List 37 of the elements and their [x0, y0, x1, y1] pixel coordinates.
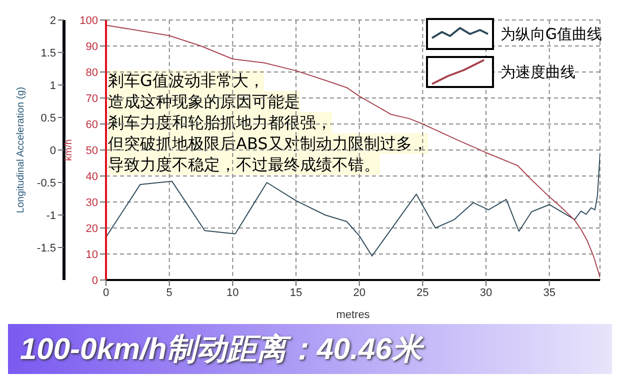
y2-tick-label: 80	[86, 66, 98, 79]
y2-axis-title: km/h	[64, 139, 75, 161]
y-tick-label: 1.5	[40, 47, 56, 60]
y2-tick-label: 40	[86, 170, 98, 183]
y2-tick-label: 90	[86, 40, 98, 53]
x-tick-label: 0	[102, 286, 110, 299]
annotation: 导致力度不稳定，不过最终成绩不错。	[108, 154, 380, 175]
y-tick-label: -1	[46, 210, 56, 222]
y-tick-label: -0.5	[37, 177, 56, 190]
text: 100-0km/h制动距离：40.46米	[20, 332, 422, 368]
line-series	[106, 24, 600, 278]
x-tick-label: 15	[290, 286, 302, 299]
y2-tick-label: 70	[86, 92, 98, 105]
legend-label: 为速度曲线	[500, 62, 576, 82]
y-tick-label: 0	[50, 144, 56, 157]
y2-tick-label: 20	[86, 222, 98, 235]
x-tick-label: 30	[480, 286, 492, 299]
y2-tick-label: 100	[80, 14, 98, 27]
x-axis-title: metres	[336, 309, 370, 321]
y-tick-label: -1.5	[37, 242, 56, 254]
annotation: 剎车G值波动非常大，	[108, 70, 264, 91]
y-tick-label: 0.5	[40, 112, 56, 124]
x-tick-label: 35	[543, 286, 556, 299]
x-tick-label: 20	[353, 286, 366, 299]
x-tick-label: 10	[226, 286, 239, 299]
y2-tick-label: 0	[92, 274, 98, 287]
line-series	[106, 153, 600, 256]
y2-tick-label: 10	[86, 248, 98, 261]
x-tick-label: 25	[416, 286, 429, 299]
y2-tick-label: 50	[86, 144, 98, 157]
y2-tick-label: 60	[86, 118, 98, 131]
y-tick-label: 1	[50, 80, 56, 92]
y2-tick-label: 30	[86, 196, 98, 209]
legend-label: 为纵向G值曲线	[500, 24, 602, 44]
y-tick-label: 2	[50, 14, 56, 27]
x-tick-label: 5	[166, 286, 172, 299]
y-axis-title: Longitudinal Acceleration (g)	[16, 86, 27, 214]
